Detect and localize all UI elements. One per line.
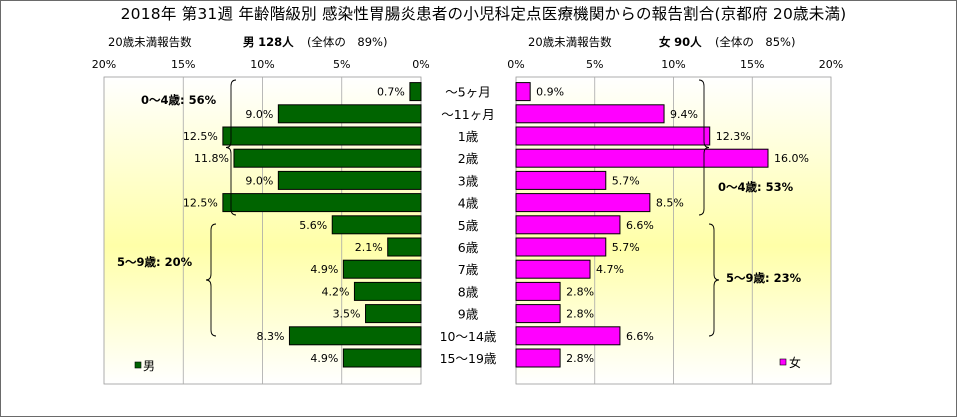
female-bar [515, 304, 561, 324]
male-data-label: 8.3% [256, 330, 284, 343]
male-data-label: 9.0% [245, 108, 273, 121]
female-data-label: 9.4% [670, 108, 698, 121]
female-bar [515, 126, 711, 146]
female-bar [515, 104, 665, 124]
female-bar [515, 148, 769, 168]
female-bar [515, 348, 561, 368]
male-legend-label: 男 [143, 359, 155, 373]
female-tick-label: 20% [819, 58, 843, 71]
female-data-label: 8.5% [656, 197, 684, 210]
male-bar [387, 237, 422, 257]
female-5-9-brace [708, 223, 720, 337]
female-bar [515, 193, 651, 213]
male-0-4-brace [225, 79, 237, 216]
male-bar [353, 281, 422, 301]
male-header-share: (全体の 89%) [306, 35, 388, 49]
male-header: 20歳未満報告数 男 128人 (全体の 89%) [108, 34, 387, 50]
male-data-label: 4.2% [321, 285, 349, 298]
female-tick-label: 15% [740, 58, 764, 71]
female-tick-label: 0% [507, 58, 524, 71]
female-0-4-annotation: 0～4歳: 53% [718, 180, 794, 194]
male-0-4-annotation: 0～4歳: 56% [141, 93, 217, 107]
male-bar [277, 170, 422, 190]
female-header-sex: 女 [658, 35, 671, 49]
male-data-label: 3.5% [333, 308, 361, 321]
female-5-9-annotation: 5～9歳: 23% [726, 271, 802, 285]
male-bar [342, 259, 422, 279]
female-data-label: 16.0% [774, 152, 809, 165]
female-header: 20歳未満報告数 女 90人 (全体の 85%) [528, 34, 795, 50]
male-data-label: 4.9% [310, 263, 338, 276]
category-label: 3歳 [458, 173, 479, 188]
category-label: 7歳 [458, 262, 479, 277]
female-data-label: 0.9% [536, 86, 564, 99]
female-bar [515, 281, 561, 301]
category-label: 10～14歳 [440, 329, 497, 344]
female-header-count: 90人 [674, 35, 702, 49]
male-bar [331, 215, 422, 235]
female-bar [515, 82, 531, 102]
female-data-label: 12.3% [716, 130, 751, 143]
female-header-share: (全体の 85%) [714, 35, 796, 49]
female-bar [515, 237, 607, 257]
female-data-label: 2.8% [566, 352, 594, 365]
male-data-label: 12.5% [183, 130, 218, 143]
category-label: 5歳 [458, 218, 479, 233]
male-tick-label: 15% [171, 58, 195, 71]
male-bar [365, 304, 422, 324]
female-bar [515, 170, 607, 190]
female-data-label: 2.8% [566, 308, 594, 321]
category-label: ～11ヶ月 [441, 107, 494, 122]
category-label: ～5ヶ月 [445, 85, 490, 100]
female-data-label: 5.7% [612, 241, 640, 254]
female-0-4-brace [698, 79, 710, 216]
female-tick-label: 5% [586, 58, 603, 71]
female-legend-swatch [779, 358, 787, 366]
female-tick-label: 10% [661, 58, 685, 71]
female-data-label: 5.7% [612, 174, 640, 187]
category-label: 4歳 [458, 196, 479, 211]
male-data-label: 5.6% [299, 219, 327, 232]
female-bar [515, 259, 591, 279]
male-header-caption: 20歳未満報告数 [108, 35, 192, 49]
female-data-label: 2.8% [566, 285, 594, 298]
male-tick-label: 5% [333, 58, 350, 71]
male-tick-label: 10% [250, 58, 274, 71]
category-label: 9歳 [458, 307, 479, 322]
male-5-9-brace [205, 223, 217, 337]
male-data-label: 9.0% [245, 174, 273, 187]
male-tick-label: 0% [412, 58, 429, 71]
male-header-sex: 男 [242, 35, 255, 49]
male-data-label: 2.1% [355, 241, 383, 254]
male-bar [222, 193, 422, 213]
female-data-label: 6.6% [626, 219, 654, 232]
male-bar [233, 148, 422, 168]
male-bar [342, 348, 422, 368]
female-bar [515, 326, 621, 346]
male-legend-swatch [134, 361, 142, 369]
category-label: 6歳 [458, 240, 479, 255]
category-label: 1歳 [458, 129, 479, 144]
female-data-label: 4.7% [596, 263, 624, 276]
male-data-label: 4.9% [310, 352, 338, 365]
male-header-count: 128人 [258, 35, 294, 49]
female-data-label: 6.6% [626, 330, 654, 343]
female-header-caption: 20歳未満報告数 [528, 35, 612, 49]
male-bar [288, 326, 422, 346]
male-data-label: 11.8% [194, 152, 229, 165]
male-data-label: 0.7% [377, 86, 405, 99]
male-5-9-annotation: 5～9歳: 20% [117, 255, 193, 269]
male-bar [222, 126, 422, 146]
chart-title: 2018年 第31週 年齢階級別 感染性胃腸炎患者の小児科定点医療機関からの報告… [120, 5, 847, 23]
male-bar [277, 104, 422, 124]
category-label: 15～19歳 [440, 351, 497, 366]
male-bar [409, 82, 422, 102]
female-legend-label: 女 [789, 355, 801, 370]
male-data-label: 12.5% [183, 197, 218, 210]
female-bar [515, 215, 621, 235]
category-label: 2歳 [458, 151, 479, 166]
category-label: 8歳 [458, 284, 479, 299]
male-tick-label: 20% [92, 58, 116, 71]
